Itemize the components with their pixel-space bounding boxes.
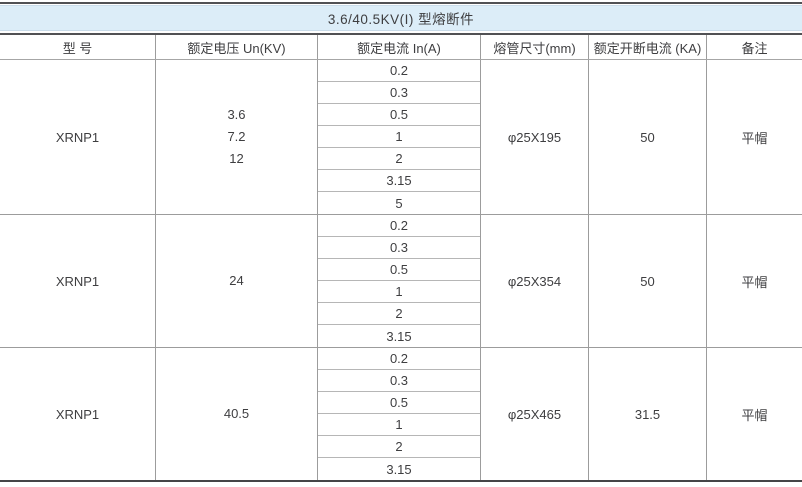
- current-row: 0.3: [318, 237, 480, 259]
- table-title-bar: 3.6/40.5KV(I) 型熔断件: [0, 5, 802, 31]
- breaking-current-cell: 50: [588, 60, 706, 214]
- current-row: 3.15: [386, 461, 412, 477]
- voltage-cell: 24: [155, 215, 317, 347]
- current-row: 2: [318, 148, 480, 170]
- note-cell: 平帽: [706, 215, 802, 347]
- header-model: 型 号: [62, 40, 93, 56]
- current-row: 0.5: [318, 259, 480, 281]
- bottom-rule: [0, 480, 802, 482]
- breaking-current-cell: 50: [588, 215, 706, 347]
- current-row: 0.3: [318, 370, 480, 392]
- current-row: 0.3: [318, 82, 480, 104]
- model-cell: XRNP1: [55, 129, 100, 145]
- table-title: 3.6/40.5KV(I) 型熔断件: [327, 12, 475, 27]
- current-row: 0.5: [318, 104, 480, 126]
- current-row: 2: [318, 436, 480, 458]
- header-tube-size: 熔管尺寸(mm): [480, 35, 588, 59]
- header-note: 备注: [706, 35, 802, 59]
- current-cell: 0.2 0.3 0.5 1 2 3.15: [317, 215, 480, 347]
- voltage-value: 12: [229, 151, 244, 166]
- current-row: 0.5: [318, 392, 480, 414]
- title-divider-rule: [0, 33, 802, 35]
- table-group-3: XRNP1 40.5 0.2 0.3 0.5 1 2 3.15 φ25X465 …: [0, 347, 802, 480]
- header-breaking-current: 额定开断电流 (KA): [588, 35, 706, 59]
- current-row: 3.15: [386, 328, 412, 344]
- tube-size-cell: φ25X354: [480, 215, 588, 347]
- voltage-value: 40.5: [223, 406, 250, 421]
- voltage-cell: 3.6 7.2 12: [155, 60, 317, 214]
- voltage-value: 3.6: [227, 107, 246, 122]
- tube-size-cell: φ25X465: [480, 348, 588, 480]
- current-row: 0.2: [318, 215, 480, 237]
- voltage-value: 7.2: [227, 129, 246, 144]
- table-group-2: XRNP1 24 0.2 0.3 0.5 1 2 3.15 φ25X354 50…: [0, 214, 802, 347]
- header-rated-current: 额定电流 In(A): [317, 35, 480, 59]
- breaking-current-cell: 31.5: [588, 348, 706, 480]
- current-cell: 0.2 0.3 0.5 1 2 3.15: [317, 348, 480, 480]
- model-cell: XRNP1: [55, 273, 100, 289]
- tube-size-cell: φ25X195: [480, 60, 588, 214]
- top-rule: [0, 2, 802, 4]
- model-cell: XRNP1: [55, 406, 100, 422]
- note-cell: 平帽: [706, 60, 802, 214]
- header-rated-voltage: 额定电压 Un(KV): [155, 35, 317, 59]
- table-header-row: 型 号 额定电压 Un(KV) 额定电流 In(A) 熔管尺寸(mm) 额定开断…: [0, 35, 802, 60]
- note-cell: 平帽: [706, 348, 802, 480]
- current-row: 0.2: [318, 60, 480, 82]
- current-row: 1: [318, 126, 480, 148]
- current-row: 1: [318, 414, 480, 436]
- table-group-1: XRNP1 3.6 7.2 12 0.2 0.3 0.5 1 2 3.15 5 …: [0, 60, 802, 214]
- voltage-cell: 40.5: [155, 348, 317, 480]
- current-row: 1: [318, 281, 480, 303]
- current-row: 0.2: [318, 348, 480, 370]
- current-row: 2: [318, 303, 480, 325]
- voltage-value: 24: [229, 273, 244, 288]
- current-row: 5: [395, 195, 403, 211]
- current-row: 3.15: [318, 170, 480, 192]
- current-cell: 0.2 0.3 0.5 1 2 3.15 5: [317, 60, 480, 214]
